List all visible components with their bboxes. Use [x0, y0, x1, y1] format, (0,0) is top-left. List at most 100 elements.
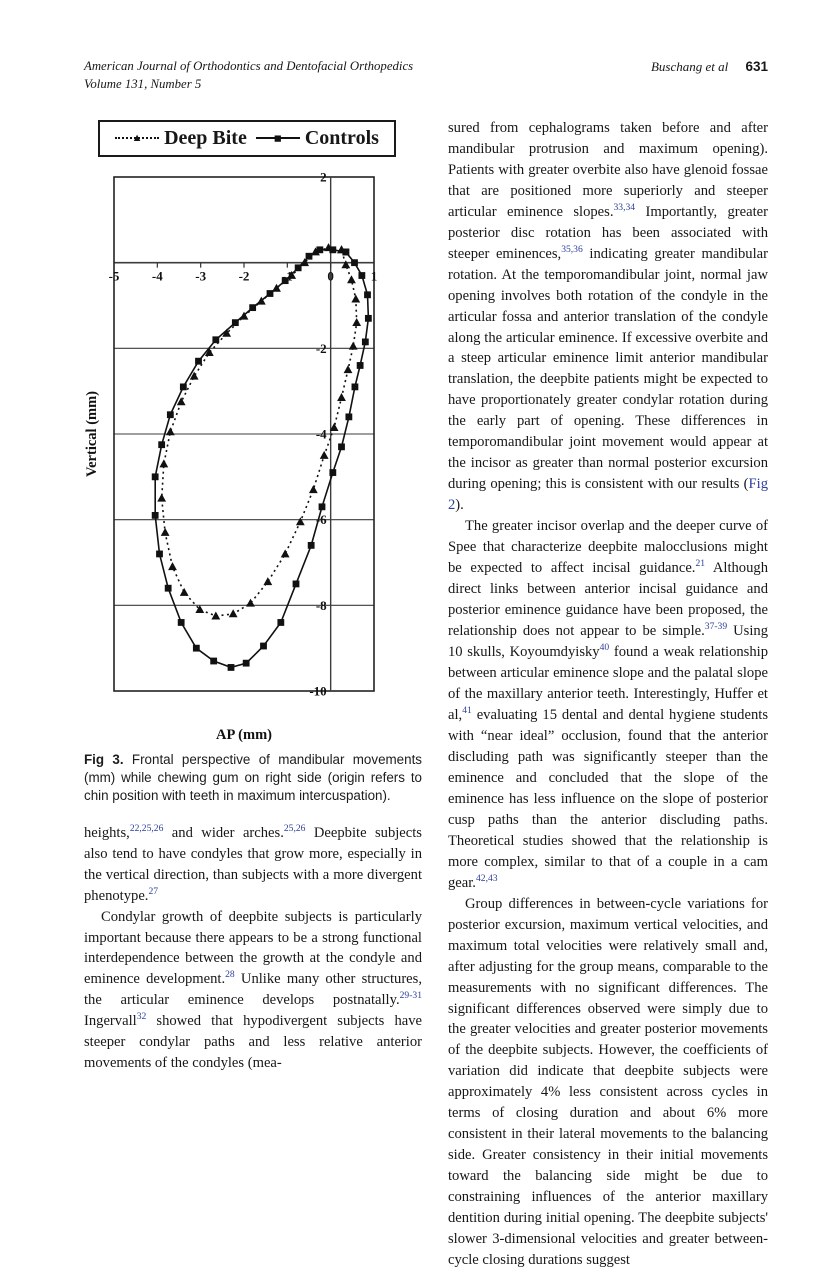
square-marker — [231, 319, 239, 326]
square-marker — [192, 644, 200, 652]
citation-ref[interactable]: 32 — [136, 1011, 147, 1023]
legend-label-deep-bite: Deep Bite — [164, 126, 247, 149]
square-marker — [364, 314, 372, 322]
triangle-marker — [337, 392, 346, 401]
square-marker — [358, 271, 366, 279]
x-tick-label: -2 — [239, 268, 250, 283]
citation-ref[interactable]: 40 — [599, 642, 610, 654]
triangle-marker — [348, 341, 358, 350]
square-marker — [338, 443, 345, 451]
square-marker — [156, 550, 163, 558]
square-marker — [342, 248, 350, 256]
square-marker — [151, 473, 159, 481]
triangle-marker — [295, 517, 305, 526]
text-run: Condylar growth of deepbite subjects is … — [84, 908, 422, 988]
x-tick-label: 1 — [371, 268, 378, 283]
figure-caption: Fig 3. Frontal perspective of mandibular… — [84, 751, 422, 805]
square-marker — [318, 503, 326, 511]
triangle-marker — [343, 364, 353, 373]
square-marker — [158, 441, 166, 448]
citation-ref[interactable]: 42,43 — [475, 872, 498, 884]
text-run: The greater incisor overlap and the deep… — [448, 518, 768, 577]
citation-ref[interactable]: 28 — [225, 969, 235, 981]
triangle-marker — [211, 611, 221, 620]
triangle-marker — [168, 561, 177, 570]
figure-link[interactable]: Fig 2 — [448, 476, 768, 514]
square-marker — [294, 264, 302, 272]
citation-ref[interactable]: 29-31 — [399, 990, 422, 1002]
y-tick-label: -10 — [309, 683, 326, 698]
running-head: Buschang et al 631 — [651, 58, 768, 75]
text-run: ). — [455, 497, 464, 514]
left-column: ▲ Deep Bite ■ Controls -5 -4 -3 -2 -1 0 1 2 -2 -4… — [84, 118, 422, 1271]
left-column-text: heights,22,25,26 and wider arches.25,26 … — [84, 823, 422, 1075]
citation-ref[interactable]: 27 — [148, 885, 159, 897]
square-marker — [242, 659, 250, 667]
text-run: Using 10 skulls, Koyoumdyisky — [448, 623, 769, 661]
citation-ref[interactable]: 35,36 — [561, 243, 583, 255]
square-marker — [361, 338, 369, 346]
paragraph: sured from cephalograms taken before and… — [448, 118, 768, 516]
triangle-marker — [352, 317, 362, 326]
right-column-text: sured from cephalograms taken before and… — [448, 118, 768, 1271]
triangle-marker — [222, 328, 232, 337]
citation-ref[interactable]: 25,26 — [283, 822, 306, 834]
square-marker — [166, 411, 174, 418]
figure-3: ▲ Deep Bite ■ Controls -5 -4 -3 -2 -1 0 1 2 -2 -4… — [84, 119, 422, 805]
square-marker — [356, 361, 364, 369]
triangle-marker — [195, 604, 205, 613]
square-marker — [210, 657, 218, 665]
triangle-marker-icon: ▲ — [131, 132, 143, 145]
legend-item-deep-bite: ▲ Deep Bite — [115, 127, 247, 150]
y-axis-title: Vertical (mm) — [84, 391, 100, 477]
journal-title: American Journal of Orthodontics and Den… — [84, 59, 414, 73]
plot-frame — [113, 176, 375, 692]
square-marker — [329, 246, 337, 254]
square-marker — [212, 336, 220, 343]
journal-volume: Volume 131, Number 5 — [84, 76, 202, 91]
square-marker — [351, 383, 359, 391]
citation-ref[interactable]: 21 — [695, 558, 706, 570]
text-run: evaluating 15 dental and dental hygiene … — [448, 706, 768, 891]
triangle-marker — [165, 427, 175, 436]
text-run: indicating greater mandibular rotation. … — [448, 245, 768, 493]
journal-header: American Journal of Orthodontics and Den… — [84, 58, 413, 94]
x-axis-title: AP (mm) — [216, 727, 272, 743]
legend-label-controls: Controls — [304, 126, 379, 149]
citation-ref[interactable]: 37-39 — [704, 621, 728, 633]
triangle-marker — [329, 422, 339, 431]
deep-bite-line-sample: ▲ — [115, 133, 160, 144]
square-marker — [177, 618, 185, 626]
square-marker — [316, 246, 324, 254]
paragraph: Group differences in between-cycle varia… — [448, 894, 768, 1271]
text-run: Importantly, greater posterior disc rota… — [448, 203, 769, 262]
text-run: heights, — [84, 824, 130, 841]
triangle-marker — [160, 527, 170, 536]
x-tick-label: -3 — [195, 268, 206, 283]
triangle-marker — [204, 347, 214, 356]
triangle-marker — [263, 576, 273, 585]
triangle-marker — [159, 459, 169, 468]
y-tick-label: -2 — [316, 341, 327, 356]
y-tick-label: -6 — [316, 512, 327, 527]
x-tick-label: -4 — [152, 268, 163, 283]
paragraph: The greater incisor overlap and the deep… — [448, 516, 768, 893]
y-tick-label: 2 — [320, 169, 327, 184]
citation-ref[interactable]: 41 — [462, 705, 472, 717]
triangle-marker — [341, 260, 351, 269]
square-marker — [164, 584, 172, 592]
y-tick-label: -8 — [316, 598, 327, 613]
figure-caption-text: Frontal perspective of mandibular moveme… — [84, 751, 422, 803]
figure-caption-label: Fig 3. — [84, 751, 124, 767]
citation-ref[interactable]: 22,25,26 — [129, 822, 164, 834]
citation-ref[interactable]: 33,34 — [613, 201, 636, 213]
triangle-marker — [157, 493, 167, 502]
triangle-marker — [308, 484, 318, 493]
square-marker — [151, 511, 159, 519]
chart-legend: ▲ Deep Bite ■ Controls — [98, 119, 396, 157]
square-marker — [249, 304, 257, 311]
square-marker — [179, 383, 187, 391]
text-run: Ingervall — [84, 1013, 137, 1030]
square-marker — [307, 541, 315, 549]
triangle-marker — [176, 397, 186, 406]
